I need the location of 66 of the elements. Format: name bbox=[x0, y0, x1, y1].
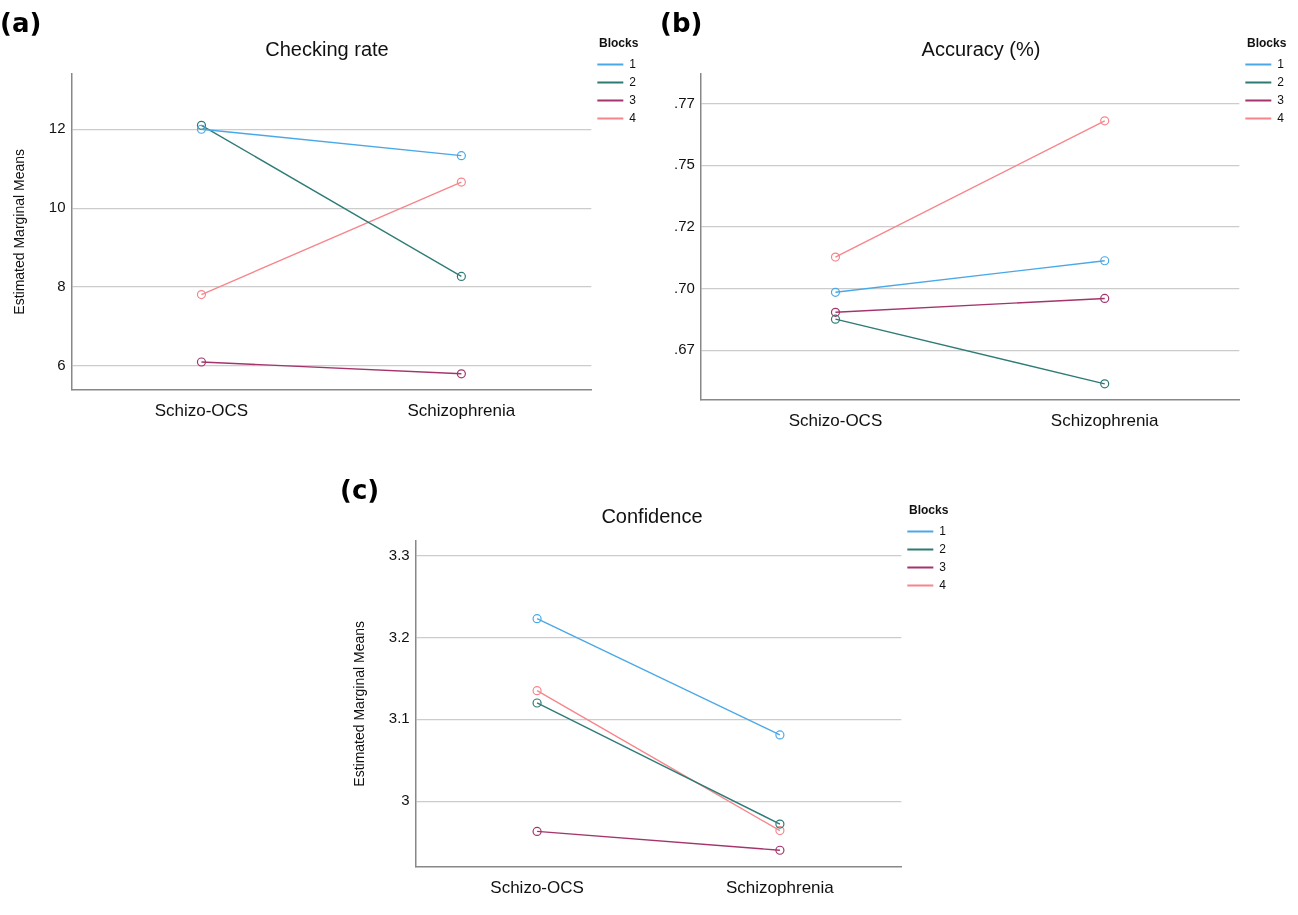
point bbox=[830, 314, 841, 324]
point bbox=[830, 252, 841, 262]
point bbox=[456, 177, 466, 187]
y-tick-label: 6 bbox=[57, 356, 66, 374]
y-tick-label: 10 bbox=[48, 198, 66, 216]
legend-label: 4 bbox=[629, 110, 637, 125]
point bbox=[196, 289, 207, 300]
point bbox=[532, 698, 542, 708]
legend-title: Blocks bbox=[598, 36, 639, 51]
legend-label: 3 bbox=[939, 559, 947, 574]
y-tick-label: 3.3 bbox=[388, 545, 410, 563]
point bbox=[532, 614, 542, 624]
point bbox=[196, 357, 207, 367]
y-tick-label: .77 bbox=[673, 93, 695, 111]
y-tick-label: 3.1 bbox=[388, 709, 410, 727]
legend-label: 1 bbox=[629, 56, 637, 71]
point bbox=[775, 730, 785, 740]
point bbox=[456, 271, 466, 281]
legend-label: 4 bbox=[939, 577, 947, 592]
text: (a) bbox=[0, 8, 42, 38]
legend-label: 3 bbox=[629, 92, 637, 107]
point bbox=[1100, 256, 1110, 266]
legend-label: 2 bbox=[629, 74, 637, 89]
legend-label: 4 bbox=[1277, 110, 1285, 125]
legend-label: 1 bbox=[1277, 56, 1285, 71]
x-tick-label: Schizo-OCS bbox=[490, 878, 584, 898]
point bbox=[830, 287, 841, 297]
y-axis-title: Estimated Marginal Means bbox=[351, 620, 368, 787]
chart-title: Checking rate bbox=[265, 37, 389, 60]
x-tick-label: Schizophrenia bbox=[1050, 411, 1160, 431]
y-tick-label: .70 bbox=[673, 278, 695, 296]
point bbox=[775, 845, 785, 855]
point bbox=[830, 307, 841, 317]
chart-title: Confidence bbox=[601, 504, 703, 527]
legend-label: 2 bbox=[1277, 74, 1285, 89]
point bbox=[532, 686, 542, 696]
y-tick-label: 12 bbox=[48, 119, 66, 137]
point bbox=[196, 124, 207, 134]
y-tick-label: .67 bbox=[673, 340, 695, 358]
x-tick-label: Schizophrenia bbox=[407, 401, 516, 421]
x-tick-label: Schizophrenia bbox=[726, 878, 835, 898]
point bbox=[775, 826, 785, 836]
point bbox=[775, 819, 785, 829]
point bbox=[1100, 379, 1110, 389]
legend-title: Blocks bbox=[1246, 36, 1287, 51]
chart-title: Accuracy (%) bbox=[921, 37, 1041, 60]
x-tick-label: Schizo-OCS bbox=[154, 401, 249, 421]
point bbox=[1100, 116, 1110, 126]
y-tick-label: 8 bbox=[57, 277, 66, 295]
point bbox=[456, 151, 466, 161]
point bbox=[1100, 293, 1110, 304]
x-tick-label: Schizo-OCS bbox=[788, 411, 883, 431]
point bbox=[456, 369, 466, 379]
text: (b) bbox=[660, 8, 703, 38]
legend-label: 3 bbox=[1277, 92, 1285, 107]
point bbox=[196, 120, 207, 130]
point bbox=[532, 826, 542, 837]
y-tick-label: 3 bbox=[401, 791, 410, 809]
legend-label: 2 bbox=[939, 541, 947, 556]
y-axis-title: Estimated Marginal Means bbox=[11, 148, 28, 315]
legend-label: 1 bbox=[939, 523, 947, 538]
y-tick-label: 3.2 bbox=[388, 627, 410, 645]
text: (c) bbox=[340, 475, 380, 505]
y-tick-label: .75 bbox=[673, 155, 695, 173]
y-tick-label: .72 bbox=[673, 217, 695, 235]
legend-title: Blocks bbox=[908, 503, 949, 518]
